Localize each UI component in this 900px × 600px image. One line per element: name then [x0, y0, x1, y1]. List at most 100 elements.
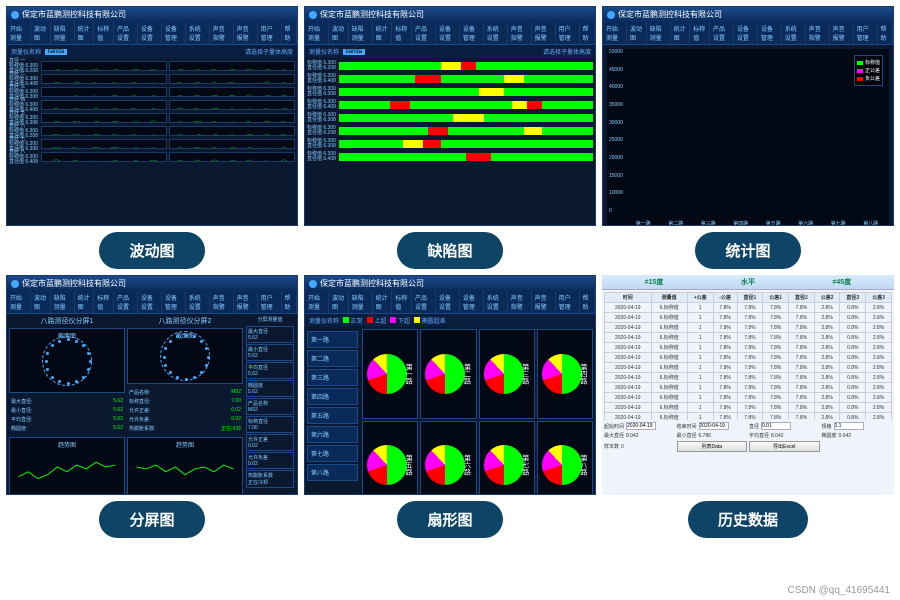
defect-bar — [339, 114, 593, 122]
menu-item[interactable]: 用户管理 — [556, 22, 580, 44]
menu-item[interactable]: 开始测量 — [603, 22, 627, 44]
menu-item[interactable]: 标称值 — [392, 291, 412, 313]
menu-item[interactable]: 帮助 — [580, 291, 595, 313]
menu-item[interactable]: 标称值 — [690, 22, 710, 44]
pie-sidebar: 第一路第二路第三路第四路第五路第六路第七路第八路 — [305, 327, 360, 495]
menu-item[interactable]: 用户管理 — [854, 22, 878, 44]
menu-item[interactable]: 统计图 — [671, 22, 691, 44]
menu-item[interactable]: 声音指警 — [508, 291, 532, 313]
menu-item[interactable]: 开始测量 — [305, 22, 329, 44]
menu-item[interactable]: 缺陷测量 — [647, 22, 671, 44]
menu-item[interactable]: 声音报警 — [532, 291, 556, 313]
pie-cell-label: 第三路 — [520, 363, 530, 384]
defect-segment — [339, 101, 390, 109]
menu-item[interactable]: 产品设置 — [114, 22, 138, 44]
menu-item[interactable]: 产品设置 — [412, 291, 436, 313]
wave-chart — [169, 152, 295, 162]
menu-item[interactable]: 设备管理 — [460, 22, 484, 44]
pie-side-item[interactable]: 第二路 — [307, 350, 358, 367]
menu-item[interactable]: 帮助 — [878, 22, 893, 44]
defect-segment — [479, 88, 504, 96]
menu-item[interactable]: 声音报警 — [830, 22, 854, 44]
menu-item[interactable]: 标称值 — [392, 22, 412, 44]
menu-item[interactable]: 缺陷测量 — [51, 22, 75, 44]
list-data-button[interactable]: 列表Data — [677, 441, 748, 452]
menu-item[interactable]: 产品设置 — [114, 291, 138, 313]
hist-metric-2: 水平 — [741, 277, 755, 287]
defect-segment — [512, 101, 527, 109]
menu-item[interactable]: 产品设置 — [710, 22, 734, 44]
menu-item[interactable]: 开始测量 — [305, 291, 329, 313]
wave-chart — [41, 74, 167, 84]
menu-item[interactable]: 用户管理 — [556, 291, 580, 313]
device-select[interactable]: lianda — [343, 49, 365, 55]
menu-item[interactable]: 统计图 — [373, 291, 393, 313]
menu-item[interactable]: 声音指警 — [806, 22, 830, 44]
menu-item[interactable]: 系统设置 — [186, 22, 210, 44]
defect-segment — [542, 127, 593, 135]
pie-header-item: 测量仪名称 — [309, 316, 339, 325]
menu-item[interactable]: 声音指警 — [508, 22, 532, 44]
pie-side-item[interactable]: 第三路 — [307, 369, 358, 386]
prompt-label: 请选择子量体高度 — [543, 47, 591, 56]
export-button[interactable]: 导出Excel — [749, 441, 820, 452]
menu-item[interactable]: 缺陷测量 — [51, 291, 75, 313]
menu-item[interactable]: 用户管理 — [258, 291, 282, 313]
menu-item[interactable]: 声音指警 — [210, 22, 234, 44]
device-select[interactable]: lianda — [45, 49, 67, 55]
menu-item[interactable]: 系统设置 — [484, 291, 508, 313]
pie-side-item[interactable]: 第一路 — [307, 331, 358, 348]
menu-item[interactable]: 帮助 — [580, 22, 595, 44]
menu-item[interactable]: 设备管理 — [162, 22, 186, 44]
menu-item[interactable]: 系统设置 — [186, 291, 210, 313]
menu-item[interactable]: 声音指警 — [210, 291, 234, 313]
menu-item[interactable]: 波动图 — [329, 22, 349, 44]
pie-chart — [484, 445, 524, 485]
menu-item[interactable]: 标称值 — [94, 291, 114, 313]
pie-side-item[interactable]: 第五路 — [307, 407, 358, 424]
hist-input[interactable] — [626, 422, 656, 430]
hist-input[interactable] — [699, 422, 729, 430]
menu-item[interactable]: 设备设置 — [436, 291, 460, 313]
pie-panel: 保定市蓝鹏测控科技有限公司 开始测量波动图缺陷测量统计图标称值产品设置设备设置设… — [304, 275, 596, 495]
menu-item[interactable]: 统计图 — [373, 22, 393, 44]
channel-label: 标称值 6.300直径值 6.208 — [307, 61, 337, 71]
pie-side-item[interactable]: 第四路 — [307, 388, 358, 405]
titlebar: 保定市蓝鹏测控科技有限公司 — [7, 276, 297, 291]
hist-input[interactable] — [761, 422, 791, 430]
hist-label: 历史数据 — [688, 501, 808, 538]
menu-item[interactable]: 帮助 — [282, 291, 297, 313]
menu-item[interactable]: 设备设置 — [138, 291, 162, 313]
pie-side-item[interactable]: 第六路 — [307, 426, 358, 443]
menu-item[interactable]: 声音报警 — [234, 22, 258, 44]
menu-item[interactable]: 设备管理 — [162, 291, 186, 313]
menu-item[interactable]: 缺陷测量 — [349, 22, 373, 44]
pie-side-item[interactable]: 第八路 — [307, 464, 358, 481]
menu-item[interactable]: 帮助 — [282, 22, 297, 44]
menu-item[interactable]: 设备设置 — [436, 22, 460, 44]
menu-item[interactable]: 标称值 — [94, 22, 114, 44]
menu-item[interactable]: 产品设置 — [412, 22, 436, 44]
menu-item[interactable]: 开始测量 — [7, 291, 31, 313]
menu-item[interactable]: 缺陷测量 — [349, 291, 373, 313]
menu-item[interactable]: 设备管理 — [460, 291, 484, 313]
menu-item[interactable]: 统计图 — [75, 22, 95, 44]
menu-item[interactable]: 声音报警 — [234, 291, 258, 313]
menu-item[interactable]: 波动图 — [627, 22, 647, 44]
menu-item[interactable]: 波动图 — [329, 291, 349, 313]
defect-segment — [476, 62, 593, 70]
menu-item[interactable]: 设备管理 — [758, 22, 782, 44]
pie-side-item[interactable]: 第七路 — [307, 445, 358, 462]
menu-item[interactable]: 声音报警 — [532, 22, 556, 44]
hist-input[interactable] — [834, 422, 864, 430]
menu-item[interactable]: 开始测量 — [7, 22, 31, 44]
wave-chart — [41, 100, 167, 110]
menu-item[interactable]: 设备设置 — [734, 22, 758, 44]
menu-item[interactable]: 用户管理 — [258, 22, 282, 44]
menu-item[interactable]: 系统设置 — [484, 22, 508, 44]
menu-item[interactable]: 系统设置 — [782, 22, 806, 44]
menu-item[interactable]: 波动图 — [31, 291, 51, 313]
menu-item[interactable]: 统计图 — [75, 291, 95, 313]
menu-item[interactable]: 设备设置 — [138, 22, 162, 44]
menu-item[interactable]: 波动图 — [31, 22, 51, 44]
